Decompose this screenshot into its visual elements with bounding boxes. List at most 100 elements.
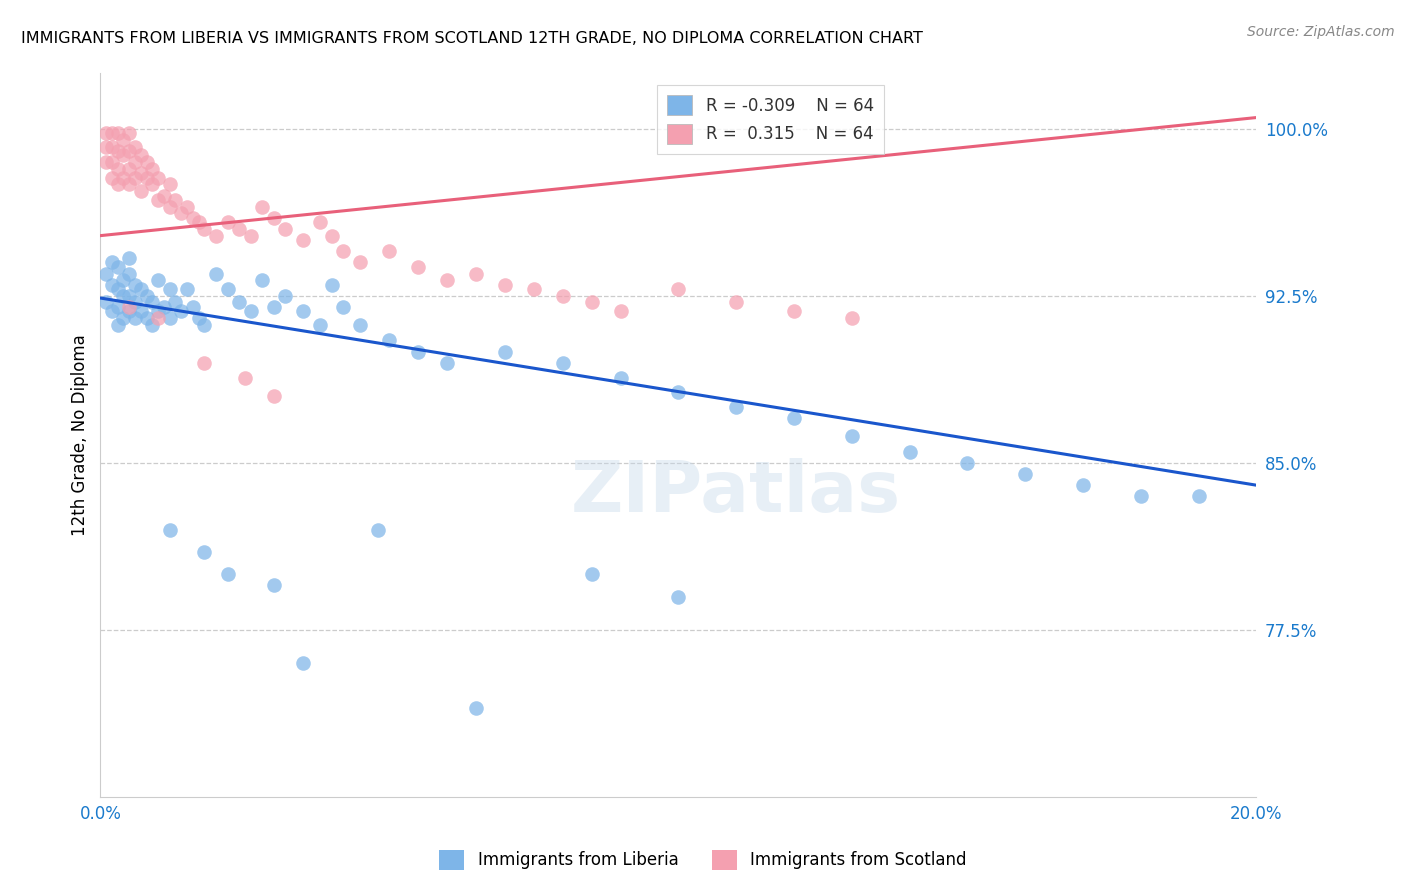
Point [193, 222, 215, 236]
Point [101, 139, 124, 153]
Point [124, 277, 146, 292]
Point [159, 282, 181, 296]
Point [406, 260, 429, 274]
Point [321, 228, 343, 243]
Point [107, 161, 129, 176]
Point [193, 356, 215, 370]
Point [291, 304, 314, 318]
Point [263, 211, 285, 225]
Point [118, 289, 141, 303]
Point [367, 523, 389, 537]
Point [94, 126, 117, 140]
Point [153, 300, 176, 314]
Point [118, 126, 141, 140]
Point [1187, 489, 1209, 503]
Point [94, 155, 117, 169]
Point [141, 161, 163, 176]
Point [176, 200, 198, 214]
Point [153, 188, 176, 202]
Point [118, 178, 141, 192]
Point [783, 411, 806, 425]
Point [159, 523, 181, 537]
Point [205, 267, 228, 281]
Point [170, 304, 193, 318]
Point [783, 304, 806, 318]
Legend: R = -0.309    N = 64, R =  0.315    N = 64: R = -0.309 N = 64, R = 0.315 N = 64 [658, 85, 884, 154]
Point [129, 304, 152, 318]
Point [107, 318, 129, 332]
Point [135, 289, 157, 303]
Point [263, 389, 285, 403]
Point [274, 289, 297, 303]
Text: Source: ZipAtlas.com: Source: ZipAtlas.com [1247, 25, 1395, 39]
Point [107, 178, 129, 192]
Point [193, 545, 215, 559]
Point [581, 567, 603, 582]
Point [187, 311, 209, 326]
Point [551, 289, 574, 303]
Point [1129, 489, 1152, 503]
Point [118, 267, 141, 281]
Point [101, 126, 124, 140]
Legend: Immigrants from Liberia, Immigrants from Scotland: Immigrants from Liberia, Immigrants from… [433, 843, 973, 877]
Point [101, 304, 124, 318]
Point [436, 356, 458, 370]
Point [217, 215, 239, 229]
Point [378, 244, 401, 259]
Point [135, 170, 157, 185]
Point [725, 401, 748, 415]
Point [609, 371, 631, 385]
Point [159, 178, 181, 192]
Point [118, 300, 141, 314]
Point [170, 206, 193, 220]
Point [124, 139, 146, 153]
Point [291, 657, 314, 671]
Point [141, 318, 163, 332]
Point [436, 273, 458, 287]
Text: ZIPatlas: ZIPatlas [571, 458, 901, 527]
Point [494, 344, 516, 359]
Point [112, 311, 135, 326]
Point [124, 170, 146, 185]
Point [193, 318, 215, 332]
Point [118, 161, 141, 176]
Point [129, 282, 152, 296]
Point [112, 289, 135, 303]
Point [332, 300, 354, 314]
Point [135, 155, 157, 169]
Point [176, 282, 198, 296]
Point [406, 344, 429, 359]
Point [250, 200, 273, 214]
Point [112, 148, 135, 162]
Point [666, 590, 689, 604]
Point [217, 567, 239, 582]
Point [609, 304, 631, 318]
Point [107, 126, 129, 140]
Point [205, 228, 228, 243]
Point [118, 304, 141, 318]
Point [263, 300, 285, 314]
Point [124, 311, 146, 326]
Point [217, 282, 239, 296]
Point [94, 267, 117, 281]
Point [146, 193, 169, 207]
Point [135, 311, 157, 326]
Point [551, 356, 574, 370]
Point [494, 277, 516, 292]
Point [181, 211, 204, 225]
Point [141, 178, 163, 192]
Point [956, 456, 979, 470]
Point [101, 277, 124, 292]
Point [124, 295, 146, 310]
Point [725, 295, 748, 310]
Point [146, 170, 169, 185]
Point [309, 215, 332, 229]
Point [523, 282, 546, 296]
Point [107, 260, 129, 274]
Point [112, 273, 135, 287]
Point [101, 170, 124, 185]
Point [107, 300, 129, 314]
Point [94, 139, 117, 153]
Point [129, 148, 152, 162]
Point [666, 384, 689, 399]
